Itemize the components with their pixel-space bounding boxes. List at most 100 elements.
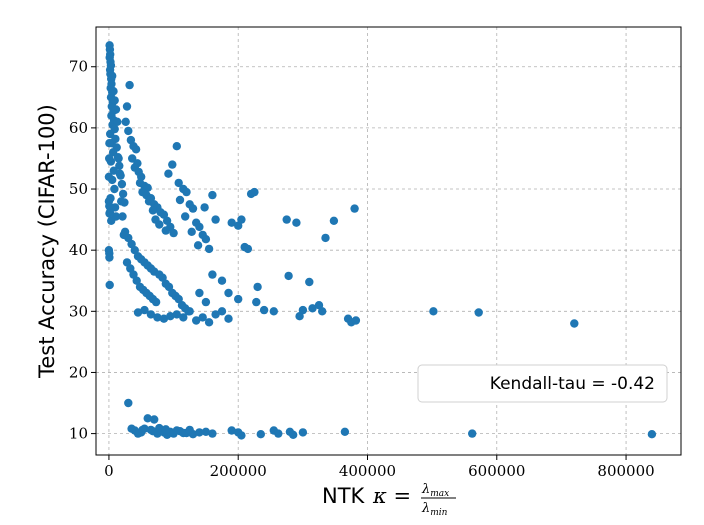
data-point [305, 277, 314, 287]
data-point [217, 276, 227, 285]
data-point [188, 204, 198, 213]
data-point [161, 226, 170, 235]
y-tick-label: 30 [69, 302, 88, 320]
data-point [185, 425, 194, 435]
data-point [148, 427, 158, 436]
y-tick-label: 40 [69, 241, 88, 259]
data-point [201, 235, 211, 244]
data-point [201, 297, 211, 307]
data-point [468, 429, 477, 438]
data-point [350, 204, 359, 213]
data-point [107, 216, 116, 225]
x-tick-label: 600000 [468, 462, 525, 480]
data-point [108, 71, 117, 81]
x-axis-label-text: NTK [322, 484, 366, 508]
x-tick-label: 800000 [597, 462, 654, 480]
data-point [121, 117, 130, 127]
data-point [146, 310, 156, 319]
data-point [155, 220, 164, 229]
data-point [175, 195, 185, 205]
data-point [181, 212, 190, 221]
data-point [172, 142, 181, 151]
data-point [105, 139, 114, 148]
data-point [250, 187, 259, 197]
data-point [124, 398, 133, 408]
data-point [110, 96, 119, 105]
data-point [109, 87, 118, 96]
data-point [151, 297, 161, 307]
data-point [340, 427, 350, 436]
data-point [124, 126, 133, 136]
data-point [237, 215, 246, 224]
x-axis-label: NTK κ = λmax λmin [322, 482, 456, 518]
data-point [143, 414, 152, 423]
data-point [308, 304, 317, 313]
y-tick-label: 60 [69, 119, 88, 137]
data-point [161, 425, 170, 434]
data-point [125, 80, 134, 90]
data-point [195, 288, 204, 298]
data-points [104, 41, 657, 440]
data-point [208, 190, 217, 200]
data-point [474, 308, 483, 317]
data-point [217, 307, 227, 316]
data-point [119, 230, 128, 240]
data-point [195, 428, 204, 437]
data-point [351, 316, 361, 325]
data-point [204, 244, 214, 254]
data-point [282, 215, 291, 224]
data-point [298, 428, 308, 437]
data-point [329, 216, 339, 225]
data-point [243, 244, 253, 254]
data-point [259, 305, 269, 315]
data-point [289, 430, 298, 439]
data-point [117, 197, 126, 206]
data-point [118, 189, 128, 199]
data-point [104, 172, 114, 181]
data-point [208, 270, 217, 279]
data-point [169, 228, 178, 238]
x-axis-label-denominator: λmin [421, 501, 448, 518]
y-tick-label: 70 [69, 58, 88, 76]
data-point [253, 282, 262, 292]
data-point [168, 160, 177, 169]
data-point [138, 425, 147, 435]
data-point [318, 307, 327, 316]
data-point [132, 276, 141, 285]
data-point [118, 212, 127, 221]
data-point [208, 429, 217, 438]
legend: Kendall-tau = -0.42 [417, 364, 668, 403]
data-point [284, 271, 293, 281]
data-point [227, 218, 236, 227]
data-point [321, 233, 330, 243]
data-point [164, 169, 173, 178]
data-point [252, 297, 261, 307]
data-point [256, 430, 265, 439]
data-point [150, 415, 159, 424]
y-tick-label: 20 [69, 363, 88, 381]
data-point [269, 307, 278, 316]
data-point [200, 203, 209, 212]
data-point [153, 313, 162, 322]
data-point [115, 161, 124, 170]
data-point [127, 424, 136, 433]
data-point [227, 426, 236, 435]
plot-frame [95, 26, 682, 456]
legend-annotation: Kendall-tau = -0.42 [490, 374, 655, 394]
data-point [131, 145, 141, 154]
data-point [182, 187, 191, 197]
x-tick-label: 0 [104, 462, 114, 480]
data-point [159, 314, 169, 323]
y-tick-label: 50 [69, 180, 88, 198]
data-point [105, 209, 114, 218]
data-point [193, 241, 203, 250]
data-point [105, 154, 114, 163]
data-point [115, 169, 125, 178]
data-point [211, 310, 220, 319]
legend-box [417, 364, 668, 403]
data-point [224, 314, 233, 323]
data-point [179, 428, 188, 438]
data-point [172, 310, 181, 319]
data-point [234, 294, 243, 304]
data-point [114, 154, 123, 163]
